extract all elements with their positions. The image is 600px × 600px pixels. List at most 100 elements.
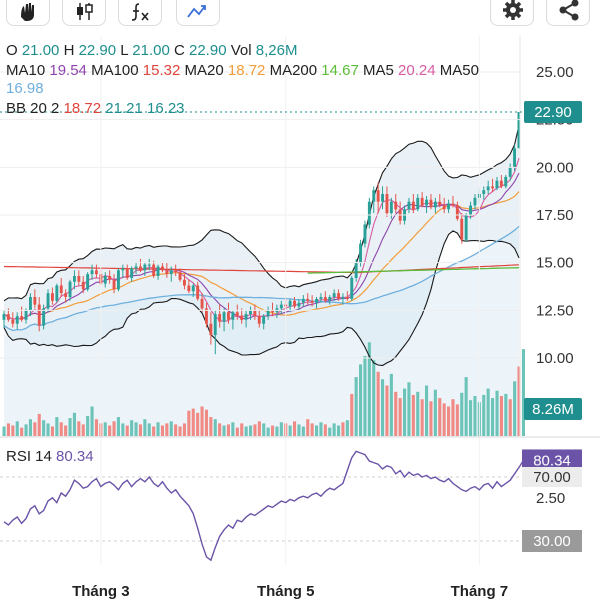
candle-body	[363, 224, 367, 244]
volume-bar	[138, 424, 142, 436]
last-price-label: 22.90	[534, 104, 572, 121]
volume-bar	[359, 364, 363, 436]
candle	[64, 289, 68, 303]
candle	[266, 306, 270, 320]
candle	[103, 272, 107, 288]
candle-body	[306, 298, 310, 301]
volume-bar	[482, 394, 486, 436]
candle	[90, 264, 94, 280]
candle-body	[64, 293, 68, 297]
candle-body	[297, 302, 301, 307]
candle-body	[103, 276, 107, 284]
volume-bar	[438, 398, 442, 436]
volume-bar	[178, 426, 182, 436]
candle	[95, 264, 98, 278]
candle	[319, 293, 323, 303]
candle-body	[222, 312, 226, 322]
candle	[473, 194, 477, 210]
candle	[328, 295, 332, 305]
candle-body	[174, 270, 178, 273]
volume-bar	[152, 426, 156, 436]
candle	[227, 302, 230, 324]
low-value: 21.00	[132, 42, 170, 59]
volume-bar	[160, 425, 164, 436]
indicator-button[interactable]	[118, 0, 162, 26]
candle	[253, 304, 257, 320]
candle-body	[389, 201, 393, 214]
candle	[174, 264, 178, 277]
volume-bar	[394, 391, 398, 436]
volume-bar	[403, 388, 407, 436]
candle	[310, 295, 314, 307]
time-axis-label: Tháng 5	[257, 583, 315, 600]
volume-bar	[350, 393, 354, 436]
candle	[262, 314, 266, 330]
volume-bar	[517, 366, 521, 436]
candle	[200, 293, 204, 313]
rsi-value-tag-label: 80.34	[533, 452, 571, 469]
compare-button[interactable]	[176, 0, 220, 26]
price-tick-label: 12.50	[536, 302, 574, 319]
candle-body	[95, 270, 98, 275]
function-icon	[131, 3, 149, 21]
candle	[491, 178, 494, 193]
settings-button[interactable]	[490, 0, 534, 26]
candle-body	[288, 300, 292, 307]
volume-bar	[11, 425, 15, 436]
volume-bar	[460, 392, 464, 436]
candle-body	[438, 201, 442, 206]
candle-body	[81, 281, 85, 290]
volume-bar	[420, 399, 424, 436]
volume-bar	[297, 424, 301, 436]
ma20-value: 18.72	[227, 62, 266, 79]
volume-label: Vol	[230, 42, 252, 59]
candle	[363, 220, 367, 248]
candle-body	[90, 270, 94, 275]
volume-bar	[231, 422, 235, 436]
share-button[interactable]	[546, 0, 590, 26]
candle-body	[425, 199, 428, 206]
chart-toolbar	[0, 0, 600, 30]
candle-body	[301, 298, 305, 303]
candle	[165, 262, 169, 278]
candle	[169, 266, 173, 282]
volume-bar	[341, 422, 345, 436]
candle	[376, 182, 380, 214]
candle-body	[354, 262, 358, 278]
candle-body	[6, 314, 10, 320]
ma100-line	[3, 264, 520, 274]
candlestick-type-button[interactable]	[62, 0, 106, 26]
candle	[125, 264, 129, 280]
hand-icon	[21, 3, 34, 21]
candle-body	[213, 314, 217, 336]
volume-bar	[376, 371, 380, 436]
candle	[504, 174, 508, 189]
hand-tool-button[interactable]	[6, 0, 50, 26]
last-volume-tag	[524, 398, 582, 420]
candle-body	[345, 297, 349, 299]
volume-bar	[20, 427, 24, 436]
volume-bar	[156, 422, 160, 436]
ohlc-legend: O 21.00 H 22.90 L 21.00 C 22.90 Vol 8,26…	[6, 42, 297, 60]
candle-body	[183, 279, 186, 286]
volume-bar	[411, 394, 415, 436]
ma5-value: 20.24	[398, 62, 436, 79]
candle	[55, 283, 59, 303]
ma-legend-row1: MA10 19.54 MA100 15.32 MA20 18.72 MA200 …	[6, 62, 479, 80]
rsi-value-tag	[522, 449, 582, 472]
volume-bar	[15, 421, 19, 436]
candle	[451, 195, 455, 208]
price-tick-label: 15.00	[536, 255, 574, 272]
candle	[469, 201, 472, 219]
candle-body	[24, 310, 28, 320]
volume-bar	[90, 406, 94, 436]
candle	[134, 262, 138, 275]
close-label: C	[173, 42, 185, 59]
volume-bar	[50, 426, 54, 436]
candle-body	[46, 293, 50, 309]
candle-body	[86, 274, 90, 290]
candle	[161, 262, 164, 273]
volume-bar	[262, 423, 266, 436]
candle-body	[315, 298, 318, 303]
